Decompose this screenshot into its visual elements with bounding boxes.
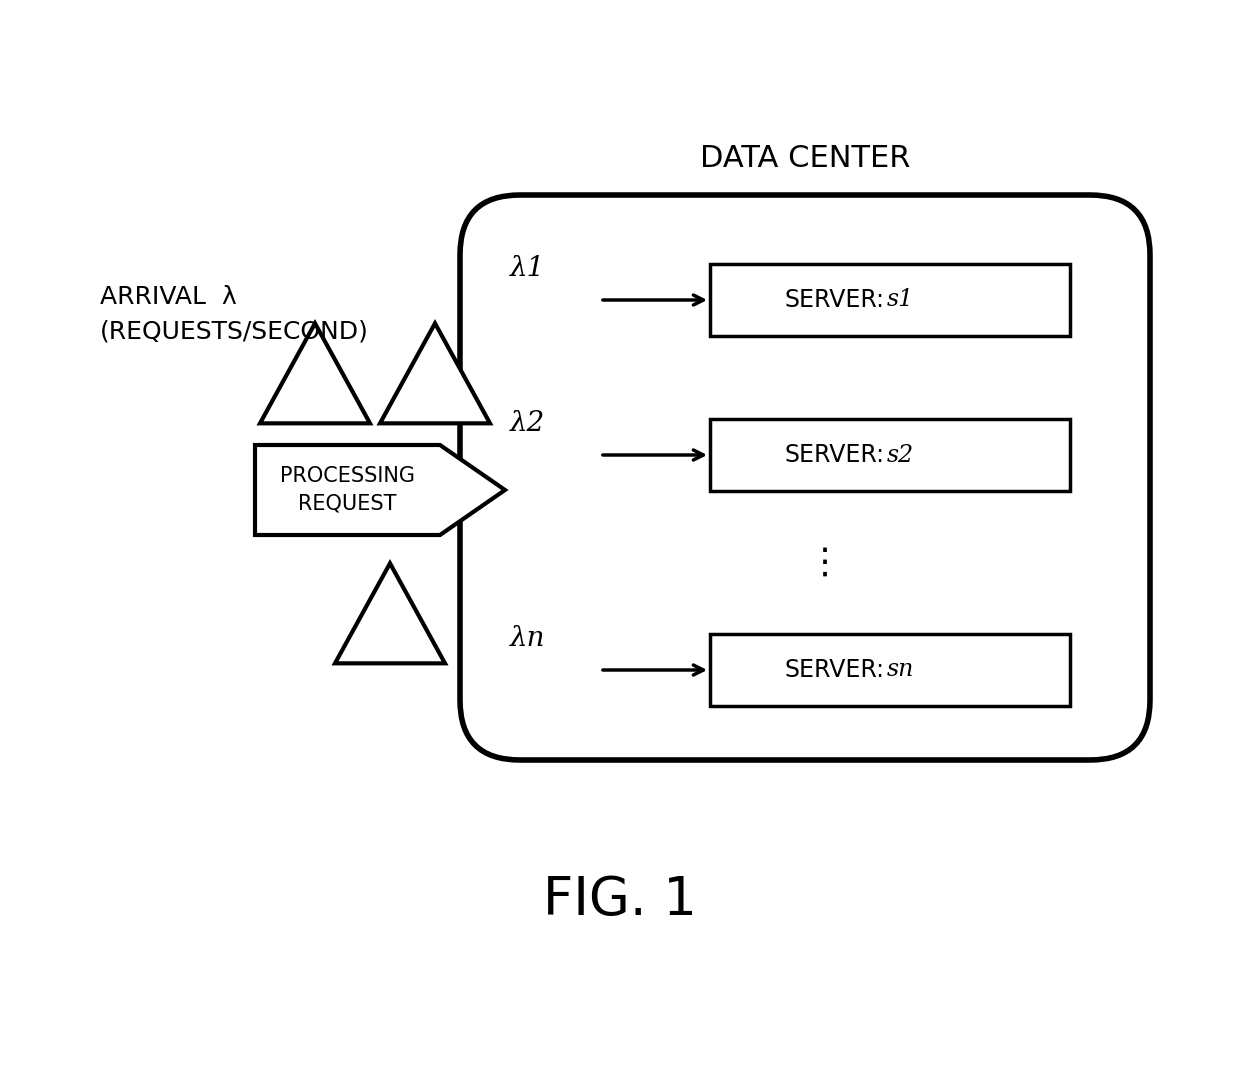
Text: SERVER:: SERVER: xyxy=(785,443,885,467)
Text: SERVER:: SERVER: xyxy=(785,288,885,312)
Text: ⋮: ⋮ xyxy=(807,545,843,579)
Text: REQUEST: REQUEST xyxy=(299,494,397,514)
Text: SERVER:: SERVER: xyxy=(785,658,885,682)
Text: λ1: λ1 xyxy=(510,255,546,282)
Text: s1: s1 xyxy=(887,289,914,311)
FancyBboxPatch shape xyxy=(460,195,1149,760)
Text: (REQUESTS/SECOND): (REQUESTS/SECOND) xyxy=(100,320,368,344)
Text: ARRIVAL  λ: ARRIVAL λ xyxy=(100,285,237,309)
Polygon shape xyxy=(379,323,490,424)
Polygon shape xyxy=(260,323,370,424)
Text: s2: s2 xyxy=(887,443,914,467)
Text: DATA CENTER: DATA CENTER xyxy=(699,144,910,173)
Polygon shape xyxy=(255,445,505,535)
Bar xyxy=(711,634,1070,706)
Text: FIG. 1: FIG. 1 xyxy=(543,874,697,926)
Text: sn: sn xyxy=(887,659,914,681)
Bar xyxy=(711,264,1070,336)
Text: λn: λn xyxy=(510,624,546,652)
Bar xyxy=(711,418,1070,491)
Polygon shape xyxy=(335,563,445,663)
Text: λ2: λ2 xyxy=(510,410,546,437)
Text: PROCESSING: PROCESSING xyxy=(280,466,415,486)
